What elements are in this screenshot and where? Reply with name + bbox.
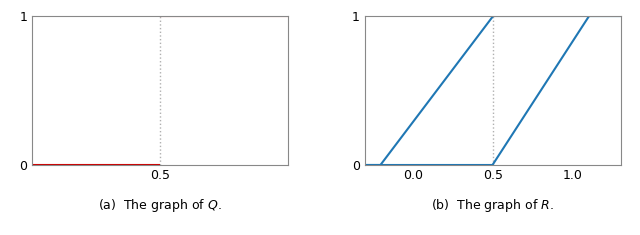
Text: (b)  The graph of $R$.: (b) The graph of $R$. — [431, 197, 554, 214]
Text: (a)  The graph of $Q$.: (a) The graph of $Q$. — [98, 197, 222, 214]
